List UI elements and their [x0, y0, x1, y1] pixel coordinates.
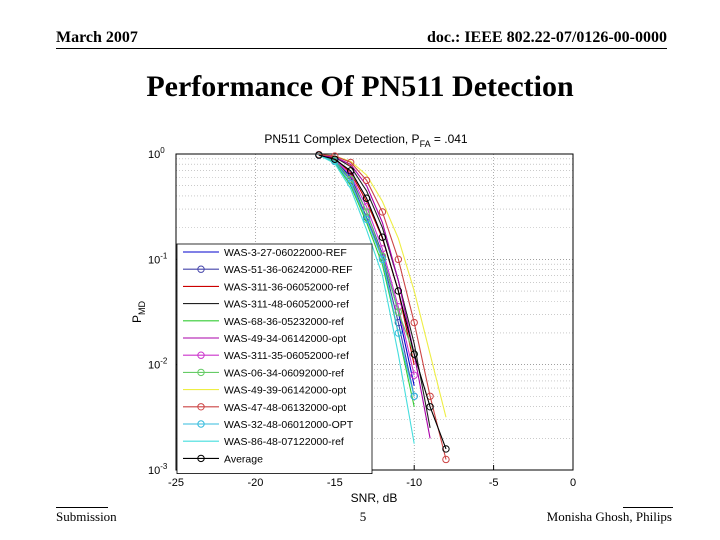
x-tick-label: -5 [489, 477, 499, 489]
footer-rule-right [623, 507, 673, 508]
legend-marker [197, 420, 205, 428]
series-point [378, 255, 387, 264]
series-point [346, 158, 355, 167]
series-point [394, 255, 403, 264]
series-line [318, 154, 415, 444]
series-point [394, 329, 403, 337]
legend-label: WAS-49-39-06142000-opt [224, 385, 346, 397]
x-tick-label: -15 [327, 477, 343, 489]
legend-marker [197, 454, 205, 463]
legend-label: WAS-3-27-06022000-REF [224, 247, 347, 259]
legend-marker [197, 368, 205, 377]
series-line [318, 154, 415, 397]
x-tick-label: -20 [247, 477, 263, 489]
legend-label: WAS-49-34-06142000-opt [224, 333, 346, 345]
series-point [394, 308, 403, 316]
series-point [410, 350, 418, 358]
series-point [331, 155, 339, 163]
y-tick-label: 10-3 [148, 462, 168, 477]
series-point [410, 318, 418, 327]
legend-label: WAS-32-48-06012000-OPT [224, 419, 354, 431]
slide-title: Performance Of PN511 Detection [146, 70, 574, 103]
legend-label: WAS-86-48-07122000-ref [224, 436, 344, 448]
series-point [394, 287, 403, 295]
header-date: March 2007 [56, 29, 138, 46]
plot-area-frame [175, 153, 574, 471]
footer-page-number: 5 [359, 509, 367, 524]
header-doc-id: doc.: IEEE 802.22-07/0126-00-0000 [427, 29, 667, 46]
legend-label: WAS-47-48-06132000-opt [224, 402, 346, 414]
series-point [394, 303, 403, 311]
legend-label: WAS-68-36-05232000-ref [224, 316, 344, 328]
header-rule [56, 48, 667, 49]
series-line [318, 154, 447, 450]
legend-label: WAS-06-34-06092000-ref [224, 367, 344, 379]
footer-author: Monisha Ghosh, Philips [546, 509, 672, 524]
legend: WAS-3-27-06022000-REF WAS-51-36-06242000-… [176, 243, 373, 475]
legend-marker [197, 265, 205, 273]
series-line [318, 154, 415, 355]
legend-label: Average [224, 453, 263, 465]
x-axis-label: SNR, dB [351, 491, 398, 505]
x-tick-label: 0 [570, 477, 576, 489]
legend-label: WAS-311-36-06052000-ref [224, 281, 349, 293]
series-point [410, 371, 418, 379]
legend-box [176, 243, 373, 475]
series-lines [315, 150, 450, 464]
footer-rule-left [56, 507, 108, 508]
x-axis: -25 -20 -15 -10 -5 0 [168, 465, 576, 489]
series-line [318, 153, 447, 460]
legend-marker [197, 351, 205, 359]
y-tick-label: 10-1 [148, 251, 168, 266]
legend-marker [197, 403, 205, 411]
y-tick-label: 100 [148, 146, 165, 161]
series-point [442, 455, 450, 464]
series-point [346, 167, 355, 175]
series-point [410, 392, 418, 400]
series-point [378, 208, 387, 216]
series-point [362, 176, 371, 185]
series-point [362, 194, 371, 202]
series-point [426, 403, 434, 411]
legend-label: WAS-311-48-06052000-ref [224, 299, 349, 311]
series-point [362, 215, 371, 224]
y-tick-label: 10-2 [148, 357, 168, 372]
legend-label: WAS-51-36-06242000-REF [224, 264, 353, 276]
chart-title: PN511 Complex Detection, PFA = .041 [264, 132, 468, 149]
series-point [378, 233, 387, 241]
y-axis-label: PMD [130, 300, 147, 323]
series-point [442, 445, 450, 453]
footer-submission: Submission [56, 509, 117, 524]
x-tick-label: -10 [406, 477, 422, 489]
series-point [315, 151, 323, 159]
x-tick-label: -25 [168, 477, 184, 489]
legend-label: WAS-311-35-06052000-ref [224, 350, 349, 362]
